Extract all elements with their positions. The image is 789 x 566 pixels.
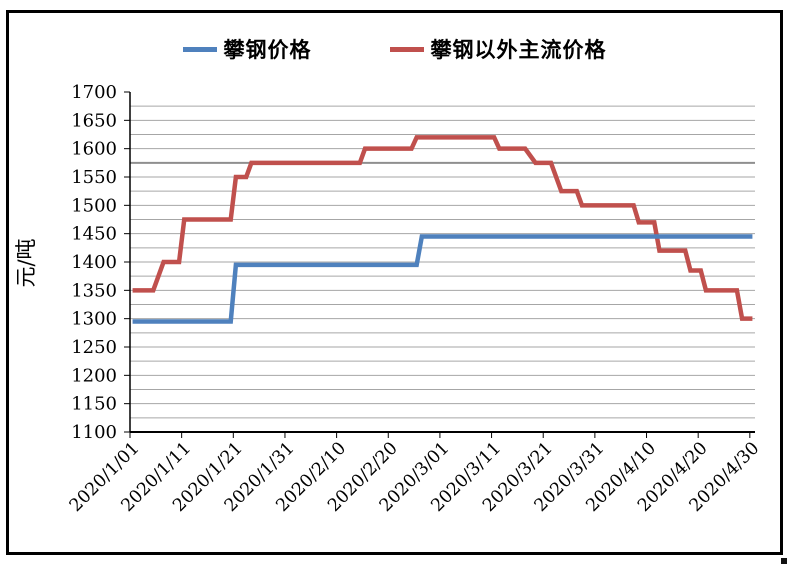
y-tick-label: 1600: [71, 139, 117, 160]
y-tick-label: 1150: [71, 394, 117, 415]
y-tick-label: 1250: [71, 337, 117, 358]
y-tick-label: 1350: [71, 280, 117, 301]
screen-artifact: [781, 558, 787, 564]
figure-border: [6, 10, 783, 555]
y-tick-label: 1550: [71, 167, 117, 188]
y-tick-label: 1400: [71, 252, 117, 273]
y-tick-label: 1450: [71, 224, 117, 245]
y-axis-title: 元/吨: [14, 238, 38, 287]
y-tick-label: 1700: [71, 82, 117, 103]
y-tick-label: 1200: [71, 365, 117, 386]
series-line-non-pangang: [132, 135, 753, 321]
series-line-pangang: [132, 234, 753, 324]
y-tick-label: 1650: [71, 110, 117, 131]
y-tick-label: 1300: [71, 309, 117, 330]
y-tick-label: 1100: [71, 422, 117, 443]
y-tick-label: 1500: [71, 195, 117, 216]
